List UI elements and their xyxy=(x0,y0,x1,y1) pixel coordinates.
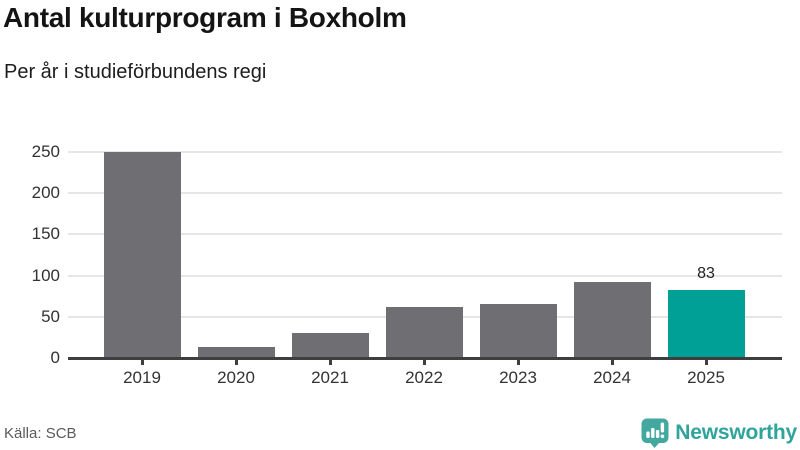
chart-subtitle: Per år i studieförbundens regi xyxy=(4,61,267,83)
x-tick-label-2023: 2023 xyxy=(499,368,537,387)
bar-2024 xyxy=(573,282,651,358)
source-note: Källa: SCB xyxy=(4,425,77,442)
x-tick-mark-2019 xyxy=(140,359,144,365)
bar-2022 xyxy=(385,306,463,358)
newsworthy-logo-icon xyxy=(641,418,669,448)
y-tick-label-100: 100 xyxy=(31,265,60,285)
x-tick-label-2020: 2020 xyxy=(217,368,255,387)
bar-2020 xyxy=(197,347,275,358)
x-tick-label-2021: 2021 xyxy=(311,368,349,387)
gridline-100 xyxy=(68,274,782,277)
value-label-2025: 83 xyxy=(697,264,715,282)
y-tick-label-200: 200 xyxy=(31,183,60,203)
brand-name: Newsworthy xyxy=(675,421,797,444)
plot-area: 0 50 100 150 200 250 2019 2020 2021 2022 2023 2024 2… xyxy=(32,142,782,387)
gridline-250 xyxy=(68,151,782,153)
bar-2023 xyxy=(479,303,557,358)
x-tick-mark-2024 xyxy=(610,359,614,365)
x-tick-mark-2021 xyxy=(328,359,332,365)
y-tick-label-0: 0 xyxy=(50,348,60,367)
bar-2021 xyxy=(291,333,369,358)
gridline-150 xyxy=(68,233,782,236)
x-tick-label-2022: 2022 xyxy=(405,368,443,387)
x-tick-label-2025: 2025 xyxy=(687,368,725,387)
y-tick-label-50: 50 xyxy=(41,306,60,326)
bar-2025 xyxy=(667,289,745,358)
x-tick-label-2024: 2024 xyxy=(593,368,631,387)
chart-title: Antal kulturprogram i Boxholm xyxy=(3,2,407,33)
gridline-200 xyxy=(68,192,782,195)
bar-2019 xyxy=(103,152,181,358)
x-axis-line xyxy=(68,357,782,360)
x-tick-mark-2022 xyxy=(422,359,426,365)
x-tick-mark-2025 xyxy=(704,359,708,365)
brand-lockup: Newsworthy xyxy=(640,418,797,448)
y-tick-label-250: 250 xyxy=(31,142,60,161)
x-tick-label-2019: 2019 xyxy=(123,368,161,387)
y-tick-label-150: 150 xyxy=(31,224,60,244)
x-tick-mark-2023 xyxy=(516,359,520,365)
x-tick-mark-2020 xyxy=(234,359,238,365)
